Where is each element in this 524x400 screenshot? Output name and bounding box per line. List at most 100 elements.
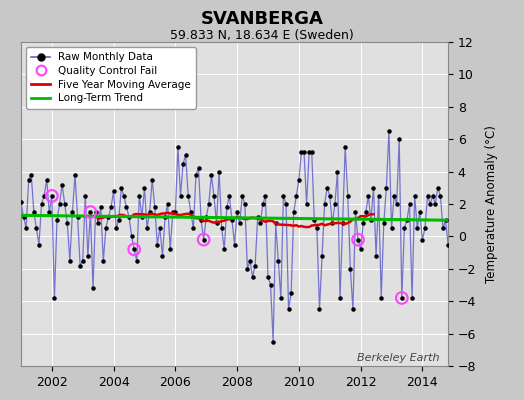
Point	[19, 214, 28, 220]
Point	[403, 217, 411, 224]
Point	[202, 214, 211, 220]
Point	[323, 185, 331, 191]
Point	[346, 266, 355, 272]
Point	[210, 193, 218, 199]
Point	[194, 165, 203, 172]
Point	[169, 209, 177, 215]
Point	[217, 225, 226, 232]
Point	[243, 266, 252, 272]
Point	[256, 220, 265, 227]
Point	[187, 209, 195, 215]
Point	[382, 185, 390, 191]
Point	[115, 217, 123, 224]
Point	[110, 188, 118, 194]
Point	[436, 193, 444, 199]
Point	[231, 241, 239, 248]
Point	[96, 204, 105, 210]
Point	[392, 201, 401, 207]
Point	[351, 209, 359, 215]
Point	[348, 306, 357, 312]
Point	[166, 246, 174, 252]
Point	[416, 209, 424, 215]
Point	[277, 295, 285, 301]
Point	[408, 295, 416, 301]
Point	[344, 193, 352, 199]
Point	[297, 149, 305, 155]
Point	[423, 193, 432, 199]
Point	[35, 241, 43, 248]
Point	[107, 204, 115, 210]
Point	[197, 217, 205, 224]
Point	[406, 201, 414, 207]
Point	[89, 285, 97, 292]
Point	[385, 128, 393, 134]
Point	[138, 214, 146, 220]
Point	[81, 193, 90, 199]
Point	[48, 193, 56, 199]
Legend: Raw Monthly Data, Quality Control Fail, Five Year Moving Average, Long-Term Tren: Raw Monthly Data, Quality Control Fail, …	[26, 47, 196, 108]
Point	[271, 220, 280, 227]
Point	[146, 209, 154, 215]
Point	[315, 306, 324, 312]
Point	[68, 209, 77, 215]
Point	[235, 220, 244, 227]
Point	[248, 274, 257, 280]
Point	[174, 144, 182, 150]
Point	[66, 258, 74, 264]
Point	[444, 241, 452, 248]
Point	[308, 149, 316, 155]
Point	[42, 176, 51, 183]
Point	[130, 246, 138, 252]
Point	[58, 181, 67, 188]
Point	[285, 306, 293, 312]
Point	[48, 193, 56, 199]
Point	[53, 217, 61, 224]
Point	[325, 193, 334, 199]
Point	[156, 225, 164, 232]
Point	[143, 225, 151, 232]
Point	[398, 295, 406, 301]
Point	[290, 209, 298, 215]
Point	[179, 160, 187, 167]
Point	[122, 204, 130, 210]
Point	[63, 220, 71, 227]
Point	[418, 236, 427, 243]
Point	[133, 258, 141, 264]
Point	[302, 201, 311, 207]
Point	[184, 193, 192, 199]
Point	[375, 193, 383, 199]
Point	[354, 236, 362, 243]
Point	[413, 225, 421, 232]
Point	[233, 209, 242, 215]
Point	[37, 201, 46, 207]
Point	[318, 253, 326, 259]
Point	[135, 193, 144, 199]
Point	[333, 168, 342, 175]
Point	[104, 214, 113, 220]
Point	[127, 233, 136, 240]
Point	[446, 209, 455, 215]
Point	[158, 253, 167, 259]
Point	[259, 201, 267, 207]
Point	[60, 201, 69, 207]
Point	[369, 185, 378, 191]
Point	[359, 220, 367, 227]
Point	[328, 220, 336, 227]
Point	[119, 193, 128, 199]
Point	[294, 176, 303, 183]
Point	[431, 201, 440, 207]
Point	[339, 220, 347, 227]
Point	[189, 225, 198, 232]
Point	[50, 295, 59, 301]
Point	[274, 258, 282, 264]
Point	[25, 176, 33, 183]
Point	[220, 246, 228, 252]
Point	[91, 209, 100, 215]
Point	[254, 214, 262, 220]
Point	[426, 201, 434, 207]
Point	[282, 201, 290, 207]
Point	[181, 152, 190, 159]
Point	[94, 220, 102, 227]
Point	[150, 204, 159, 210]
Point	[200, 236, 208, 243]
